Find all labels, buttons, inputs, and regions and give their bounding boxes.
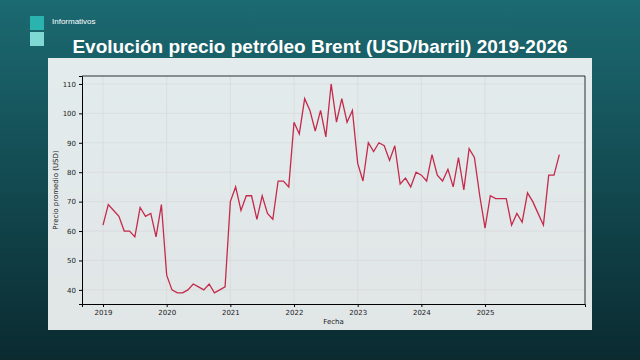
tick-label: 60 — [67, 228, 76, 236]
line — [103, 84, 559, 293]
y-axis-label: Precio promedio (USD) — [52, 150, 60, 230]
tick-mark — [79, 113, 82, 114]
tick: 110 — [63, 81, 82, 89]
tick-mark — [103, 304, 104, 307]
grid-line — [357, 76, 358, 304]
tick: 40 — [67, 287, 82, 295]
grid-line — [82, 289, 585, 290]
tick-label: 50 — [67, 257, 76, 265]
tick-label: 70 — [67, 198, 76, 206]
logo-text: Informativos — [52, 17, 96, 26]
tick: 2023 — [349, 304, 367, 317]
grid-line — [485, 76, 486, 304]
tick-label: 2020 — [158, 309, 176, 317]
grid-line — [82, 172, 585, 173]
grid-line — [82, 201, 585, 202]
tick-label: 90 — [67, 140, 76, 148]
frame — [82, 76, 585, 77]
tick-label: 80 — [67, 169, 76, 177]
logo-mark — [30, 32, 44, 46]
tick-label: 2025 — [477, 309, 495, 317]
panel — [48, 58, 592, 330]
tick: 90 — [67, 140, 82, 148]
tick-mark — [79, 84, 82, 85]
tick: 80 — [67, 169, 82, 177]
grid-line — [294, 76, 295, 304]
logo-mark — [30, 16, 44, 30]
tick: 2025 — [477, 304, 495, 317]
tick-mark — [167, 304, 168, 307]
axis-line — [79, 77, 83, 305]
tick-label: 110 — [63, 81, 76, 89]
grid-line — [82, 83, 585, 84]
tick-label: 2019 — [95, 309, 113, 317]
grid-line — [82, 113, 585, 114]
tick-label: 100 — [63, 110, 76, 118]
tick: 2022 — [286, 304, 304, 317]
tick-mark — [294, 304, 295, 307]
chart: Informativos Evolución precio petróleo Br… — [0, 0, 640, 360]
tick-mark — [79, 143, 82, 144]
tick-label: 2024 — [413, 309, 431, 317]
tick: 50 — [67, 257, 82, 265]
tick-label: 2022 — [286, 309, 304, 317]
tick: 70 — [67, 198, 82, 206]
grid-line — [82, 260, 585, 261]
x-axis-label: Fecha — [323, 318, 344, 326]
title: Evolución precio petróleo Brent (USD/bar… — [72, 36, 567, 57]
tick: 2019 — [95, 304, 113, 317]
plot-area — [103, 84, 559, 293]
tick: 60 — [67, 228, 82, 236]
grid-line — [421, 76, 422, 304]
tick-mark — [79, 260, 82, 261]
tick-mark — [79, 202, 82, 203]
grid-line — [230, 76, 231, 304]
tick: 2024 — [413, 304, 431, 317]
tick-mark — [230, 304, 231, 307]
tick-label: 2023 — [349, 309, 367, 317]
y-axis: 40 50 60 70 80 90 100 110 — [63, 77, 83, 305]
background — [0, 0, 640, 360]
tick: 100 — [63, 110, 82, 118]
tick-mark — [485, 304, 486, 307]
grid-line — [82, 142, 585, 143]
tick-mark — [358, 304, 359, 307]
axis-line — [83, 305, 586, 308]
frame — [585, 76, 586, 304]
tick-label: 40 — [67, 287, 76, 295]
tick-mark — [421, 304, 422, 307]
tick-mark — [79, 290, 82, 291]
grid-line — [103, 76, 104, 304]
tick-label: 2021 — [222, 309, 240, 317]
tick: 2021 — [222, 304, 240, 317]
tick-mark — [79, 172, 82, 173]
tick-mark — [79, 231, 82, 232]
grid — [82, 76, 585, 304]
x-axis: 2019 2020 2021 2022 2023 2024 2025 — [83, 304, 586, 317]
tick: 2020 — [158, 304, 176, 317]
